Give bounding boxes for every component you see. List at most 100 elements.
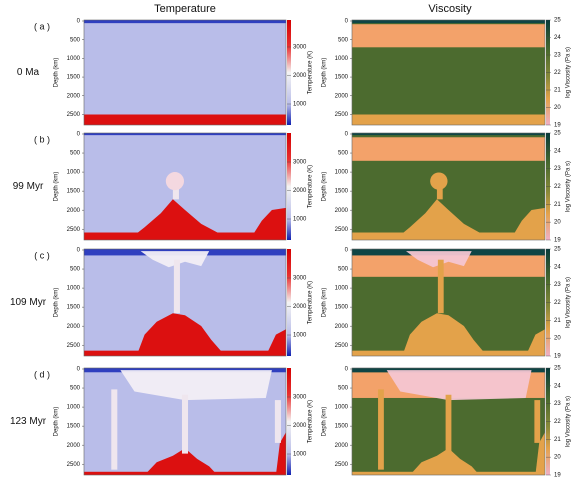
plume-blob xyxy=(409,448,480,475)
colorbar-tick-label: 2000 xyxy=(293,423,307,429)
lithosphere xyxy=(352,253,545,277)
y-tick-label: 2500 xyxy=(335,227,349,233)
colorbar-tick-label: 20 xyxy=(554,105,561,111)
plume-stem xyxy=(437,259,444,314)
plume-stem xyxy=(436,186,443,200)
colorbar-tick-label: 24 xyxy=(554,148,561,154)
panel-frame xyxy=(83,367,287,476)
y-axis-label: Depth (km) xyxy=(322,407,328,437)
y-tick-label: 2000 xyxy=(67,93,81,99)
plume-stem xyxy=(173,259,180,314)
y-tick-label: 1000 xyxy=(67,286,81,292)
colorbar-tick-label: 25 xyxy=(554,131,561,137)
panel-letter: ( b ) xyxy=(34,134,50,144)
colorbar-tick-label: 1000 xyxy=(293,452,307,458)
y-tick-label: 1000 xyxy=(67,405,81,411)
plume-cap xyxy=(406,251,472,268)
y-tick-label: 0 xyxy=(345,367,349,373)
top-layer xyxy=(352,133,545,136)
colorbar-tick-label: 21 xyxy=(554,318,561,324)
colorbar xyxy=(287,20,291,125)
panel-frame xyxy=(351,19,546,126)
colorbar-tick-label: 24 xyxy=(554,383,561,389)
colorbar-label: log Viscosity (Pa s) xyxy=(566,161,572,212)
colorbar-tick-label: 3000 xyxy=(293,160,307,166)
y-tick-label: 1000 xyxy=(335,286,349,292)
colorbar-tick-label: 20 xyxy=(554,220,561,226)
colorbar-tick-label: 1000 xyxy=(293,333,307,339)
colorbar xyxy=(287,368,291,475)
colorbar-tick-label: 2000 xyxy=(293,304,307,310)
y-tick-label: 0 xyxy=(77,367,81,373)
colorbar-tick-label: 22 xyxy=(554,419,561,425)
y-tick-label: 1500 xyxy=(67,75,81,81)
panel-frame xyxy=(83,248,287,357)
y-tick-label: 1000 xyxy=(335,56,349,62)
y-tick-label: 1500 xyxy=(335,189,349,195)
colorbar-tick-label: 23 xyxy=(554,401,561,407)
colorbar-tick-label: 21 xyxy=(554,437,561,443)
panel-time: 0 Ma xyxy=(17,67,40,78)
plume-cap xyxy=(120,370,272,401)
plume-cap xyxy=(386,370,532,401)
plume-blob xyxy=(352,233,376,240)
y-tick-label: 1000 xyxy=(335,405,349,411)
y-tick-label: 2500 xyxy=(335,112,349,118)
colorbar-tick-label: 20 xyxy=(554,455,561,461)
y-tick-label: 500 xyxy=(70,386,81,392)
y-tick-label: 0 xyxy=(77,132,81,138)
column-title: Viscosity xyxy=(428,3,472,15)
colorbar xyxy=(287,133,291,240)
y-tick-label: 500 xyxy=(70,37,81,43)
y-tick-label: 500 xyxy=(70,267,81,273)
y-axis-label: Depth (km) xyxy=(322,172,328,202)
colorbar-tick-label: 1000 xyxy=(293,217,307,223)
colorbar-tick-label: 20 xyxy=(554,336,561,342)
plume-blob xyxy=(275,432,286,475)
colorbar-label: log Viscosity (Pa s) xyxy=(566,396,572,447)
colorbar-tick-label: 22 xyxy=(554,300,561,306)
colorbar-label: Temperature (K) xyxy=(308,165,314,208)
colorbar-tick-label: 25 xyxy=(554,366,561,372)
colorbar-tick-label: 3000 xyxy=(293,276,307,282)
plume-blob xyxy=(525,329,545,356)
colorbar xyxy=(287,249,291,356)
y-tick-label: 2000 xyxy=(335,93,349,99)
plume-blob xyxy=(265,329,286,356)
y-tick-label: 500 xyxy=(338,151,349,157)
panel-time: 123 Myr xyxy=(10,416,47,427)
y-tick-label: 2500 xyxy=(67,227,81,233)
colorbar-tick-label: 19 xyxy=(554,473,561,479)
panel-letter: ( a ) xyxy=(34,21,50,31)
colorbar-label: log Viscosity (Pa s) xyxy=(566,277,572,328)
colorbar-tick-label: 25 xyxy=(554,18,561,24)
y-tick-label: 0 xyxy=(77,19,81,25)
y-tick-label: 2000 xyxy=(67,324,81,330)
y-tick-label: 2500 xyxy=(335,462,349,468)
plume-stem xyxy=(378,389,384,470)
colorbar-tick-label: 21 xyxy=(554,202,561,208)
y-tick-label: 1500 xyxy=(67,424,81,430)
y-tick-label: 1500 xyxy=(67,189,81,195)
y-axis-label: Depth (km) xyxy=(54,288,60,318)
lithosphere xyxy=(352,137,545,161)
y-axis-label: Depth (km) xyxy=(54,172,60,202)
y-tick-label: 2000 xyxy=(335,208,349,214)
plume-blob xyxy=(510,207,545,240)
plume-stem xyxy=(181,394,189,454)
plume-blob xyxy=(144,448,218,475)
colorbar-tick-label: 23 xyxy=(554,282,561,288)
plume-blob xyxy=(249,207,286,240)
plume-blob xyxy=(402,313,488,356)
y-tick-label: 0 xyxy=(345,19,349,25)
y-tick-label: 2500 xyxy=(335,343,349,349)
panel-frame xyxy=(351,132,546,241)
y-tick-label: 0 xyxy=(345,248,349,254)
y-tick-label: 2500 xyxy=(67,112,81,118)
y-axis-label: Depth (km) xyxy=(322,58,328,88)
colorbar-tick-label: 24 xyxy=(554,264,561,270)
colorbar-tick-label: 1000 xyxy=(293,102,307,108)
colorbar-label: Temperature (K) xyxy=(308,281,314,324)
y-tick-label: 1000 xyxy=(67,56,81,62)
y-tick-label: 1500 xyxy=(67,305,81,311)
